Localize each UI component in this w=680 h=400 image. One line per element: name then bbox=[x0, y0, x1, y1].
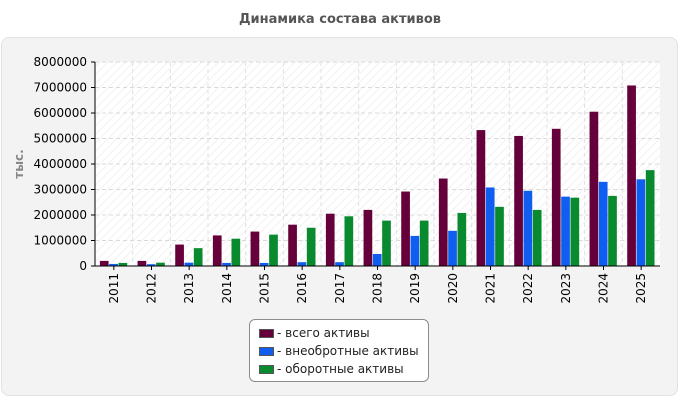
x-tick-label: 2012 bbox=[145, 273, 159, 304]
x-tick-label: 2016 bbox=[295, 273, 309, 304]
bar-2013-series-0 bbox=[175, 244, 184, 266]
bar-2021-series-1 bbox=[485, 187, 495, 266]
bar-2019-series-2 bbox=[419, 220, 429, 266]
bars-group bbox=[99, 85, 655, 267]
bar-2023-series-1 bbox=[561, 196, 570, 266]
x-tick-label: 2011 bbox=[107, 273, 121, 304]
y-tick-label: 2000000 bbox=[34, 208, 87, 222]
bar-2015-series-1 bbox=[259, 262, 269, 266]
legend-label-noncurrent: - внеобротные активы bbox=[277, 344, 419, 358]
y-tick-label: 5000000 bbox=[34, 132, 87, 146]
bar-2013-series-1 bbox=[184, 262, 194, 266]
bar-2011-series-2 bbox=[118, 262, 128, 266]
x-tick-label: 2025 bbox=[634, 273, 648, 304]
bar-2012-series-1 bbox=[146, 264, 156, 266]
legend: - всего активы - внеобротные активы - об… bbox=[249, 319, 429, 382]
bar-2020-series-0 bbox=[438, 178, 448, 266]
chart-title: Динамика состава активов bbox=[238, 12, 442, 27]
bar-2020-series-1 bbox=[448, 230, 457, 266]
bar-2020-series-2 bbox=[457, 212, 467, 266]
legend-swatch-total bbox=[259, 328, 274, 338]
x-tick-label: 2021 bbox=[484, 273, 498, 304]
y-tick-label: 1000000 bbox=[34, 234, 87, 248]
bar-2024-series-2 bbox=[608, 195, 617, 267]
bar-2012-series-2 bbox=[156, 262, 165, 266]
bar-2012-series-0 bbox=[137, 260, 147, 266]
x-tick-label: 2019 bbox=[408, 273, 422, 304]
bar-2016-series-1 bbox=[297, 262, 307, 266]
bar-2014-series-1 bbox=[222, 262, 231, 266]
bar-2017-series-2 bbox=[344, 216, 354, 266]
bar-2018-series-0 bbox=[363, 209, 373, 266]
legend-swatch-current bbox=[259, 364, 274, 374]
bar-2015-series-0 bbox=[250, 231, 260, 266]
x-tick-label: 2017 bbox=[333, 273, 347, 304]
x-tick-label: 2014 bbox=[220, 273, 234, 304]
bar-2025-series-2 bbox=[645, 170, 655, 266]
bar-2023-series-0 bbox=[551, 128, 561, 266]
bar-2017-series-1 bbox=[335, 262, 344, 266]
x-tick-label: 2024 bbox=[597, 273, 611, 304]
bar-2014-series-0 bbox=[212, 235, 222, 266]
legend-swatch-noncurrent bbox=[259, 346, 274, 356]
x-tick-label: 2015 bbox=[258, 273, 272, 304]
x-tick-label: 2022 bbox=[521, 273, 535, 304]
legend-item-current: - оборотные активы bbox=[259, 361, 404, 377]
x-tick-label: 2020 bbox=[446, 273, 460, 304]
bar-2022-series-2 bbox=[532, 209, 542, 266]
bar-2019-series-1 bbox=[410, 235, 420, 266]
bar-2025-series-1 bbox=[636, 179, 646, 266]
bar-2023-series-2 bbox=[570, 197, 580, 266]
y-tick-label: 8000000 bbox=[34, 55, 87, 69]
y-tick-label: 7000000 bbox=[34, 81, 87, 95]
x-tick-labels: 2011 2012 2013 2014 2015 2016 2017 2018 2019 2020… bbox=[107, 266, 648, 304]
legend-label-current: - оборотные активы bbox=[277, 362, 404, 376]
legend-label-total: - всего активы bbox=[277, 326, 370, 340]
x-tick-label: 2018 bbox=[371, 273, 385, 304]
bar-2016-series-2 bbox=[306, 227, 316, 266]
bar-2011-series-1 bbox=[109, 263, 118, 266]
bar-2017-series-0 bbox=[325, 213, 335, 266]
bar-2018-series-1 bbox=[372, 254, 382, 266]
bar-2024-series-1 bbox=[598, 181, 608, 266]
bar-2022-series-0 bbox=[514, 135, 523, 266]
y-tick-label: 4000000 bbox=[34, 157, 87, 171]
bar-2021-series-0 bbox=[476, 130, 486, 266]
bar-2013-series-2 bbox=[193, 248, 203, 266]
x-tick-label: 2023 bbox=[559, 273, 573, 304]
bar-2021-series-2 bbox=[495, 206, 504, 266]
bar-2014-series-2 bbox=[231, 238, 241, 266]
legend-item-total: - всего активы bbox=[259, 325, 370, 341]
bar-2011-series-0 bbox=[99, 260, 109, 266]
bar-2025-series-0 bbox=[627, 85, 636, 267]
y-axis-label: тыс. bbox=[12, 149, 26, 178]
y-tick-labels: 0 1000000 2000000 3000000 4000000 5000000 6000… bbox=[34, 55, 95, 273]
grid-lines bbox=[95, 61, 660, 266]
x-tick-label: 2013 bbox=[182, 273, 196, 304]
bar-2019-series-0 bbox=[401, 191, 410, 266]
bar-2015-series-2 bbox=[269, 234, 278, 266]
legend-item-noncurrent: - внеобротные активы bbox=[259, 343, 419, 359]
y-tick-label: 6000000 bbox=[34, 106, 87, 120]
bar-2024-series-0 bbox=[589, 111, 599, 266]
bar-2018-series-2 bbox=[382, 220, 391, 266]
y-tick-label: 0 bbox=[79, 259, 87, 273]
bar-2016-series-0 bbox=[288, 224, 297, 266]
bar-2022-series-1 bbox=[523, 190, 533, 266]
y-tick-label: 3000000 bbox=[34, 183, 87, 197]
